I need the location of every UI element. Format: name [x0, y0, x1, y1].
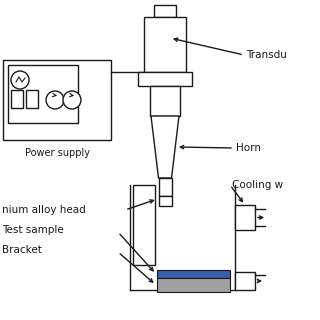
- Text: Power supply: Power supply: [25, 148, 90, 158]
- Text: Test sample: Test sample: [2, 225, 64, 235]
- Bar: [235, 205, 255, 230]
- Bar: [133, 185, 155, 265]
- Text: Cooling w: Cooling w: [232, 180, 283, 190]
- Circle shape: [11, 71, 29, 89]
- Text: Horn: Horn: [236, 143, 261, 153]
- Polygon shape: [151, 116, 179, 178]
- Bar: [8, 65, 78, 123]
- Text: nium alloy head: nium alloy head: [2, 205, 86, 215]
- Bar: [157, 278, 230, 292]
- Bar: [26, 90, 38, 108]
- Bar: [158, 196, 172, 206]
- Bar: [154, 5, 176, 17]
- Bar: [11, 90, 23, 108]
- Bar: [235, 272, 255, 290]
- Bar: [138, 72, 192, 86]
- Text: Bracket: Bracket: [2, 245, 42, 255]
- Bar: [150, 86, 180, 116]
- Bar: [3, 60, 111, 140]
- Bar: [158, 178, 172, 196]
- Circle shape: [46, 91, 64, 109]
- Text: Transdu: Transdu: [246, 50, 287, 60]
- Bar: [144, 17, 186, 72]
- Circle shape: [63, 91, 81, 109]
- Bar: [157, 270, 230, 278]
